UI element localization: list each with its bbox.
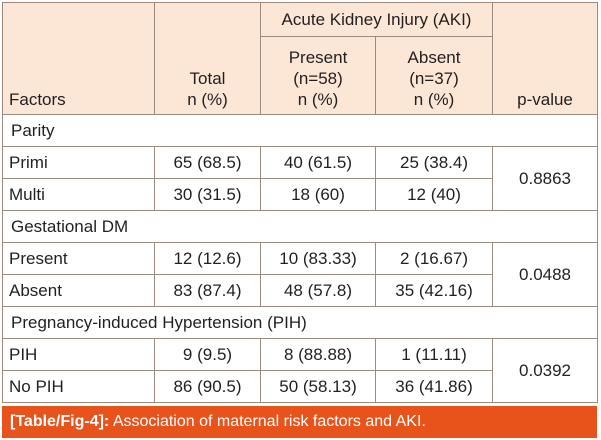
header-present: Present (n=58) n (%)	[260, 36, 376, 115]
header-total-line2: n (%)	[187, 90, 228, 109]
header-absent-line1: Absent	[407, 48, 461, 67]
total-cell: 83 (87.4)	[154, 274, 261, 307]
table-row: PIH 9 (9.5) 8 (88.88) 1 (11.11) 0.0392	[2, 338, 599, 403]
pvalue-cell: 0.0392	[492, 338, 599, 403]
table-caption: [Table/Fig-4]: Association of maternal r…	[2, 406, 597, 438]
header-factors: Factors	[2, 2, 155, 115]
header-present-line3: n (%)	[297, 90, 339, 109]
aki-present-cell: 10 (83.33)	[260, 242, 376, 275]
aki-present-cell: 48 (57.8)	[260, 274, 376, 307]
section-title-parity: Parity	[1, 114, 599, 147]
table-row: Present 12 (12.6) 10 (83.33) 2 (16.67) 0…	[2, 242, 599, 307]
caption-text: Association of maternal risk factors and…	[112, 413, 426, 430]
table-row: Multi 30 (31.5) 18 (60) 12 (40)	[2, 178, 598, 211]
header-present-line2: (n=58)	[293, 69, 343, 88]
pvalue-cell: 0.0488	[492, 242, 599, 307]
aki-absent-cell: 36 (41.86)	[374, 370, 494, 403]
caption-label: [Table/Fig-4]:	[10, 413, 110, 430]
total-cell: 30 (31.5)	[154, 178, 261, 211]
aki-absent-cell: 1 (11.11)	[374, 338, 494, 371]
total-cell: 9 (9.5)	[154, 338, 261, 371]
header-absent: Absent (n=37) n (%)	[374, 36, 494, 115]
table-row: Primi 65 (68.5) 40 (61.5) 25 (38.4) 0.88…	[2, 146, 599, 211]
aki-absent-cell: 25 (38.4)	[374, 146, 494, 179]
table-row: No PIH 86 (90.5) 50 (58.13) 36 (41.86)	[2, 370, 598, 403]
aki-absent-cell: 35 (42.16)	[374, 274, 494, 307]
factor-cell: Multi	[2, 178, 155, 211]
factor-cell: Absent	[2, 274, 155, 307]
section-title-pih: Pregnancy-induced Hypertension (PIH)	[1, 306, 599, 339]
aki-absent-cell: 12 (40)	[374, 178, 494, 211]
total-cell: 12 (12.6)	[154, 242, 261, 275]
factor-cell: No PIH	[2, 370, 155, 403]
header-total: Total n (%)	[154, 2, 261, 115]
header-pvalue: p-value	[492, 2, 599, 115]
aki-present-cell: 40 (61.5)	[260, 146, 376, 179]
aki-present-cell: 8 (88.88)	[260, 338, 376, 371]
header-aki-group: Acute Kidney Injury (AKI)	[259, 2, 494, 37]
pvalue-cell: 0.8863	[492, 146, 599, 211]
header-absent-line3: n (%)	[413, 90, 455, 109]
factor-cell: Present	[2, 242, 155, 275]
header-total-line1: Total	[189, 69, 226, 88]
section-title-gestational-dm: Gestational DM	[1, 210, 599, 243]
aki-present-cell: 50 (58.13)	[260, 370, 376, 403]
header-absent-line2: (n=37)	[409, 69, 459, 88]
factor-cell: PIH	[2, 338, 155, 371]
total-cell: 86 (90.5)	[154, 370, 261, 403]
header-present-line1: Present	[288, 48, 348, 67]
aki-present-cell: 18 (60)	[260, 178, 376, 211]
aki-absent-cell: 2 (16.67)	[374, 242, 494, 275]
total-cell: 65 (68.5)	[154, 146, 261, 179]
factor-cell: Primi	[2, 146, 155, 179]
risk-factors-table: Factors Total n (%) Acute Kidney Injury …	[1, 2, 599, 403]
table-row: Absent 83 (87.4) 48 (57.8) 35 (42.16)	[2, 274, 598, 307]
